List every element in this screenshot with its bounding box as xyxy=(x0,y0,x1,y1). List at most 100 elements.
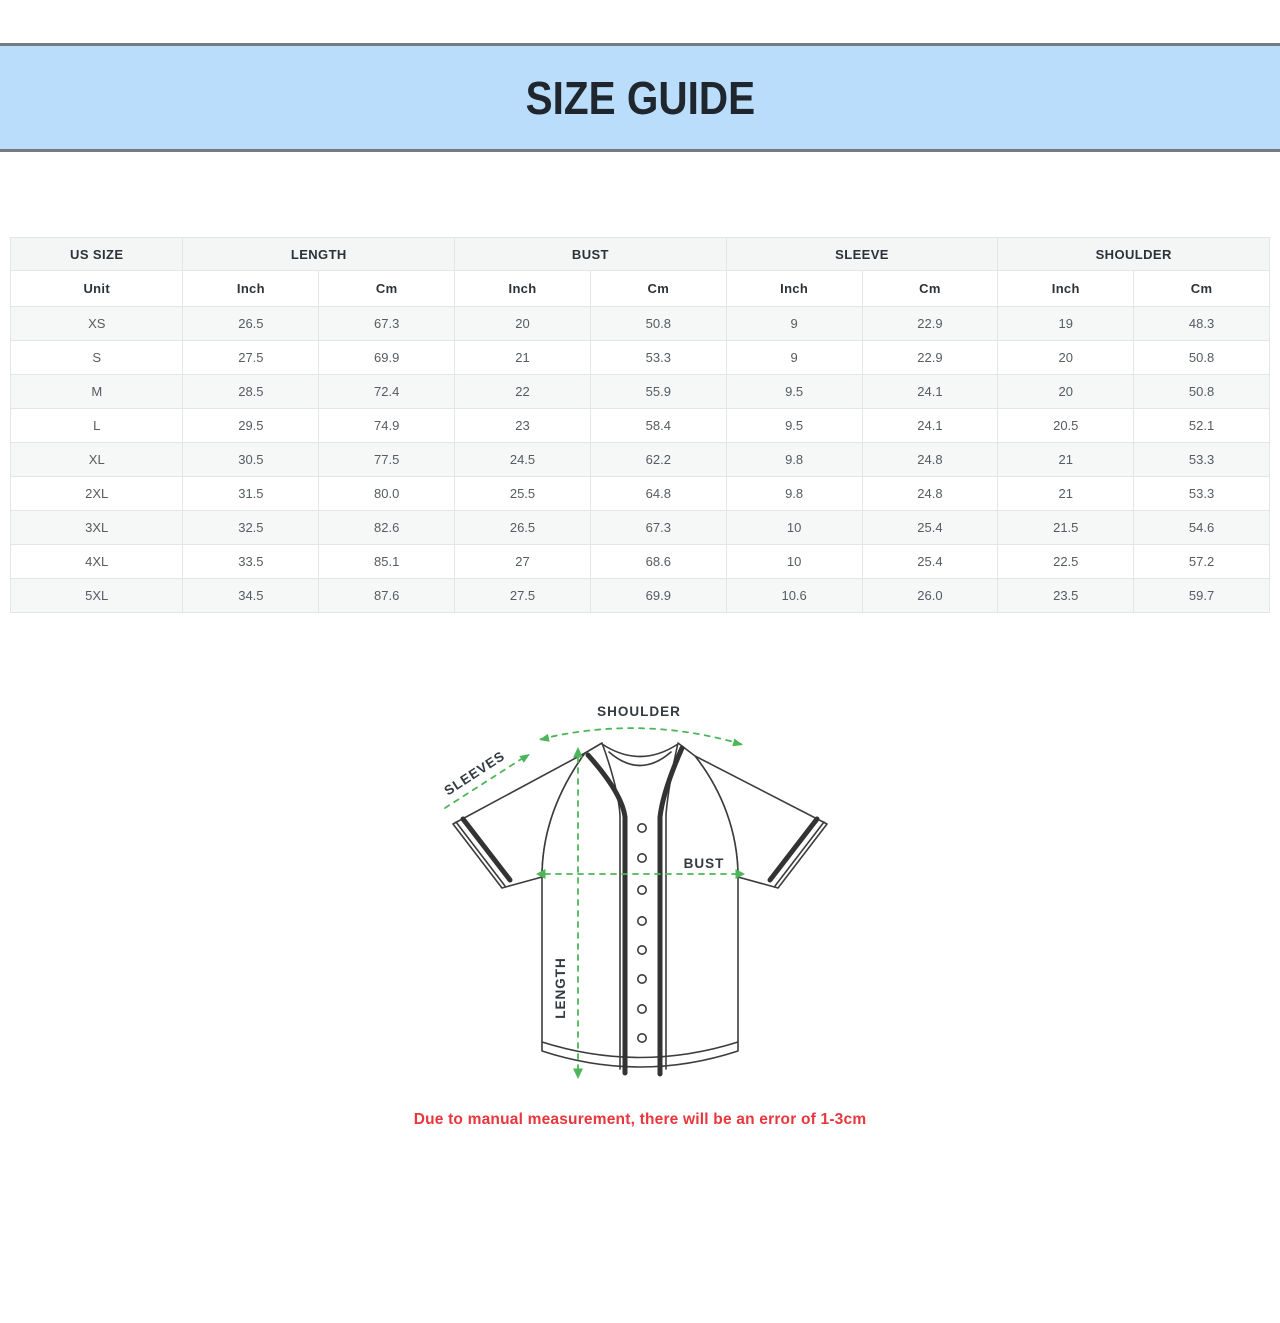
value-cell: 24.5 xyxy=(454,442,591,477)
value-cell: 32.5 xyxy=(182,510,320,545)
value-cell: 64.8 xyxy=(589,476,727,511)
value-cell: 48.3 xyxy=(1133,306,1270,341)
value-cell: 20 xyxy=(454,306,591,341)
jersey-diagram-svg: SHOULDER SLEEVES BUST LENGTH xyxy=(441,704,828,1079)
group-header-row: US SIZE LENGTH BUST SLEEVE SHOULDER xyxy=(9,237,1270,271)
value-cell: 82.6 xyxy=(318,510,456,545)
value-cell: 77.5 xyxy=(318,442,456,477)
value-cell: 53.3 xyxy=(1133,442,1270,477)
value-cell: 26.5 xyxy=(454,510,591,545)
size-row: 3XL 32.5 82.6 26.5 67.3 10 25.4 21.5 54.6 xyxy=(9,510,1270,545)
measurement-lines xyxy=(444,727,742,1070)
value-cell: 67.3 xyxy=(318,306,456,341)
value-cell: 27 xyxy=(454,544,591,579)
size-cell: XS xyxy=(9,306,184,341)
value-cell: 25.4 xyxy=(861,544,999,579)
size-cell: M xyxy=(9,374,184,409)
size-table-section: US SIZE LENGTH BUST SLEEVE SHOULDER Unit… xyxy=(9,237,1270,613)
measurement-error-note: Due to manual measurement, there will be… xyxy=(413,1111,867,1128)
value-cell: 26.0 xyxy=(861,578,999,613)
size-cell: 4XL xyxy=(9,544,184,579)
unit-header-row: Unit Inch Cm Inch Cm Inch Cm Inch Cm xyxy=(9,270,1270,307)
value-cell: 33.5 xyxy=(182,544,320,579)
value-cell: 21 xyxy=(454,340,591,375)
value-cell: 27.5 xyxy=(182,340,320,375)
size-row: XS 26.5 67.3 20 50.8 9 22.9 19 48.3 xyxy=(9,306,1270,341)
baseball-jersey-illustration xyxy=(452,742,828,1077)
value-cell: 28.5 xyxy=(182,374,320,409)
unit-header: Cm xyxy=(1133,270,1270,307)
sleeves-measure-label: SLEEVES xyxy=(441,748,507,798)
value-cell: 9 xyxy=(725,340,863,375)
value-cell: 23 xyxy=(454,408,591,443)
value-cell: 29.5 xyxy=(182,408,320,443)
column-header-sleeve: SLEEVE xyxy=(725,237,999,271)
value-cell: 24.8 xyxy=(861,476,999,511)
size-cell: L xyxy=(9,408,184,443)
unit-header: Cm xyxy=(861,270,999,307)
size-row: M 28.5 72.4 22 55.9 9.5 24.1 20 50.8 xyxy=(9,374,1270,409)
value-cell: 27.5 xyxy=(454,578,591,613)
value-cell: 22.5 xyxy=(997,544,1135,579)
value-cell: 25.4 xyxy=(861,510,999,545)
size-row: L 29.5 74.9 23 58.4 9.5 24.1 20.5 52.1 xyxy=(9,408,1270,443)
value-cell: 55.9 xyxy=(589,374,727,409)
column-header-shoulder: SHOULDER xyxy=(997,237,1270,271)
value-cell: 20 xyxy=(997,374,1135,409)
unit-header: Inch xyxy=(182,270,320,307)
measurement-arrowheads xyxy=(519,733,745,1079)
column-header-bust: BUST xyxy=(454,237,727,271)
value-cell: 20.5 xyxy=(997,408,1135,443)
size-row: XL 30.5 77.5 24.5 62.2 9.8 24.8 21 53.3 xyxy=(9,442,1270,477)
value-cell: 9.5 xyxy=(725,408,863,443)
column-header-us-size: US SIZE xyxy=(9,237,184,271)
size-row: S 27.5 69.9 21 53.3 9 22.9 20 50.8 xyxy=(9,340,1270,375)
value-cell: 80.0 xyxy=(318,476,456,511)
value-cell: 58.4 xyxy=(589,408,727,443)
page-title: SIZE GUIDE xyxy=(525,71,755,124)
value-cell: 22.9 xyxy=(861,340,999,375)
size-row: 2XL 31.5 80.0 25.5 64.8 9.8 24.8 21 53.3 xyxy=(9,476,1270,511)
value-cell: 69.9 xyxy=(318,340,456,375)
value-cell: 30.5 xyxy=(182,442,320,477)
value-cell: 67.3 xyxy=(589,510,727,545)
value-cell: 74.9 xyxy=(318,408,456,443)
value-cell: 24.1 xyxy=(861,374,999,409)
value-cell: 53.3 xyxy=(1133,476,1270,511)
measurement-diagram: SHOULDER SLEEVES BUST LENGTH xyxy=(0,691,1280,1093)
value-cell: 21 xyxy=(997,442,1135,477)
value-cell: 21 xyxy=(997,476,1135,511)
value-cell: 22.9 xyxy=(861,306,999,341)
size-table: US SIZE LENGTH BUST SLEEVE SHOULDER Unit… xyxy=(9,237,1270,613)
value-cell: 19 xyxy=(997,306,1135,341)
unit-header: Unit xyxy=(9,270,184,307)
size-guide-banner: SIZE GUIDE xyxy=(0,43,1280,152)
value-cell: 53.3 xyxy=(589,340,727,375)
value-cell: 21.5 xyxy=(997,510,1135,545)
value-cell: 57.2 xyxy=(1133,544,1270,579)
value-cell: 10 xyxy=(725,510,863,545)
column-header-length: LENGTH xyxy=(182,237,456,271)
value-cell: 10.6 xyxy=(725,578,863,613)
value-cell: 9.8 xyxy=(725,476,863,511)
value-cell: 10 xyxy=(725,544,863,579)
size-cell: 3XL xyxy=(9,510,184,545)
value-cell: 25.5 xyxy=(454,476,591,511)
unit-header: Inch xyxy=(725,270,863,307)
value-cell: 9 xyxy=(725,306,863,341)
value-cell: 85.1 xyxy=(318,544,456,579)
value-cell: 68.6 xyxy=(589,544,727,579)
length-measure-label: LENGTH xyxy=(553,957,568,1019)
value-cell: 24.1 xyxy=(861,408,999,443)
value-cell: 20 xyxy=(997,340,1135,375)
size-table-header: US SIZE LENGTH BUST SLEEVE SHOULDER Unit… xyxy=(9,237,1270,307)
value-cell: 31.5 xyxy=(182,476,320,511)
value-cell: 23.5 xyxy=(997,578,1135,613)
unit-header: Inch xyxy=(997,270,1135,307)
shoulder-measure-label: SHOULDER xyxy=(597,704,681,719)
value-cell: 50.8 xyxy=(1133,340,1270,375)
size-cell: 5XL xyxy=(9,578,184,613)
value-cell: 52.1 xyxy=(1133,408,1270,443)
size-row: 4XL 33.5 85.1 27 68.6 10 25.4 22.5 57.2 xyxy=(9,544,1270,579)
value-cell: 87.6 xyxy=(318,578,456,613)
